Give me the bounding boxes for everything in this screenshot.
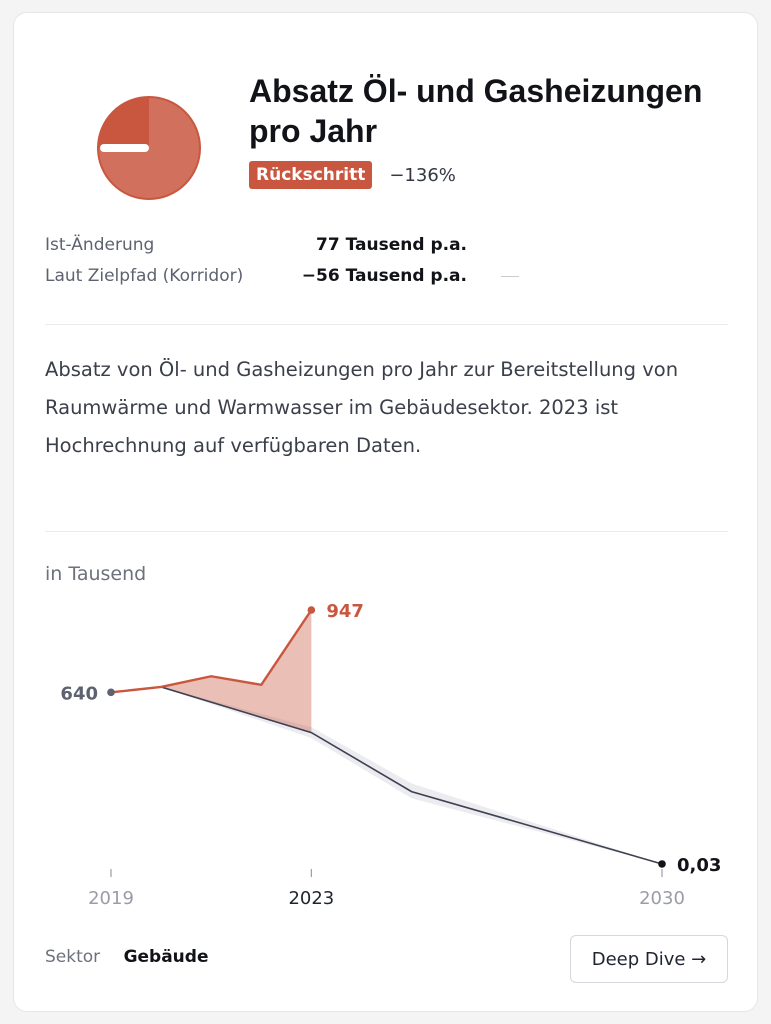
change-percent: −136%: [389, 164, 456, 186]
stat-label: Laut Zielpfad (Korridor): [45, 266, 244, 286]
x-tick-label: 2030: [639, 888, 685, 909]
stat-value: −56 Tausend p.a.: [301, 266, 467, 286]
stat-row-target: Laut Zielpfad (Korridor) −56 Tausend p.a…: [45, 266, 525, 297]
data-label: 640: [60, 683, 98, 704]
stat-value: 77 Tausend p.a.: [316, 235, 467, 255]
sector-label: Sektor: [45, 947, 101, 967]
actual-line: [110, 609, 313, 694]
description: Absatz von Öl- und Gasheizungen pro Jahr…: [45, 358, 679, 457]
target-line: [110, 686, 663, 865]
data-point: [107, 688, 115, 697]
stats-table: Ist-Änderung 77 Tausend p.a. Laut Zielpf…: [45, 235, 525, 297]
progress-pie-icon: [97, 96, 201, 200]
data-label: 947: [326, 601, 364, 622]
divider: [45, 324, 728, 325]
sector-info: Sektor Gebäude: [45, 947, 209, 967]
status-row: Rückschritt −136%: [249, 161, 456, 189]
unit-label: in Tausend: [45, 563, 147, 585]
data-point: [307, 606, 316, 614]
kpi-card: Absatz Öl- und Gasheizungen pro Jahr Rüc…: [13, 12, 758, 1012]
sector-value: Gebäude: [123, 947, 209, 967]
x-tick-label: 2019: [88, 888, 134, 909]
status-badge: Rückschritt: [249, 161, 373, 189]
gap-area: [161, 610, 312, 733]
stat-row-actual: Ist-Änderung 77 Tausend p.a.: [45, 235, 525, 266]
stat-label: Ist-Änderung: [45, 235, 155, 255]
data-label: 0,03: [677, 855, 721, 876]
target-corridor: [161, 686, 662, 864]
deep-dive-button[interactable]: Deep Dive →: [570, 935, 728, 983]
empty-value-dash: [501, 276, 519, 277]
divider: [45, 531, 728, 532]
card-title: Absatz Öl- und Gasheizungen pro Jahr: [249, 73, 703, 149]
x-tick-label: 2023: [288, 888, 334, 909]
data-point: [658, 860, 666, 868]
